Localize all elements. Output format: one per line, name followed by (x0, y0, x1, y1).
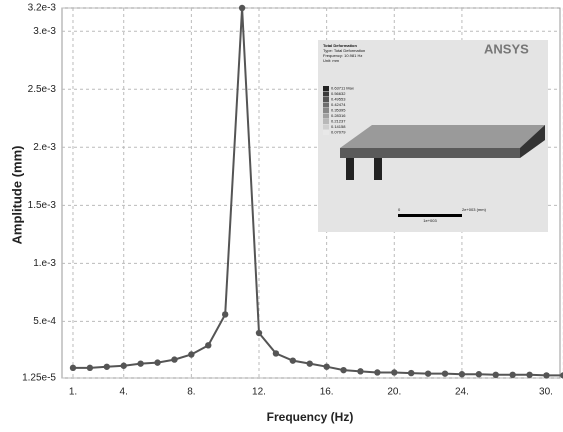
data-point (171, 356, 177, 362)
data-point (459, 371, 465, 377)
data-point (357, 368, 363, 374)
inset-legend-swatch (323, 92, 329, 97)
x-tick-label: 20. (387, 387, 401, 398)
data-point (425, 370, 431, 376)
inset-logo: ANSYS (484, 41, 529, 56)
x-tick-label: 8. (187, 387, 195, 398)
x-tick-label: 30. (539, 387, 553, 398)
data-point (493, 372, 499, 378)
data-point (307, 360, 313, 366)
inset-leg (374, 158, 382, 180)
y-tick-label: 2.e-3 (33, 142, 56, 153)
y-tick-label: 1.5e-3 (28, 200, 57, 211)
inset-legend-label: 0.21237 (331, 119, 346, 124)
data-point (121, 363, 127, 369)
data-point (340, 367, 346, 373)
inset-legend-label: 0.42474 (331, 102, 346, 107)
data-point (222, 311, 228, 317)
inset-beam-face (340, 148, 520, 158)
x-tick-label: 16. (320, 387, 334, 398)
inset-text: Unit: mm (323, 58, 340, 63)
y-tick-label: 1.e-3 (33, 258, 56, 269)
inset-legend-swatch (323, 103, 329, 108)
inset-scale-text: 2e+003 (mm) (462, 207, 487, 212)
inset-leg (346, 158, 354, 180)
y-axis-label: Amplitude (mm) (9, 146, 24, 245)
x-axis-label: Frequency (Hz) (267, 410, 354, 424)
inset-legend-swatch (323, 130, 329, 135)
y-tick-label: 3.e-3 (33, 26, 56, 37)
inset-scale-text: 1e+003 (423, 218, 437, 223)
data-point (290, 357, 296, 363)
inset-legend-label: 0.63711 Max (331, 86, 354, 91)
inset-legend-swatch (323, 86, 329, 91)
x-tick-label: 4. (120, 387, 128, 398)
data-point (442, 370, 448, 376)
data-point (374, 369, 380, 375)
data-point (476, 371, 482, 377)
x-tick-label: 1. (69, 387, 77, 398)
inset-image: ANSYS Total Deformation Type: Total Defo… (318, 40, 548, 232)
data-point (137, 360, 143, 366)
data-point (188, 351, 194, 357)
y-tick-label: 2.5e-3 (28, 84, 57, 95)
data-point (509, 372, 515, 378)
inset-legend-swatch (323, 108, 329, 113)
data-point (408, 370, 414, 376)
data-point (323, 363, 329, 369)
inset-scale-bar (398, 214, 462, 217)
inset-legend-label: 0.28316 (331, 113, 346, 118)
data-point (239, 5, 245, 11)
y-tick-label: 3.2e-3 (28, 3, 57, 14)
data-point (70, 365, 76, 371)
y-tick-label: 1.25e-5 (22, 373, 56, 384)
x-tick-label: 24. (455, 387, 469, 398)
data-point (87, 365, 93, 371)
data-point (205, 342, 211, 348)
data-point (256, 330, 262, 336)
data-point (154, 359, 160, 365)
inset-legend-label: 0.07079 (331, 130, 346, 135)
inset-legend-swatch (323, 119, 329, 124)
inset-legend-swatch (323, 114, 329, 119)
inset-legend-swatch (323, 97, 329, 102)
inset-legend-label: 0.49553 (331, 97, 346, 102)
inset-legend-swatch (323, 125, 329, 130)
data-point (273, 350, 279, 356)
data-point (543, 372, 549, 378)
inset-legend-label: 0.56632 (331, 91, 346, 96)
inset-legend-label: 0.35395 (331, 108, 346, 113)
y-tick-label: 5.e-4 (33, 316, 56, 327)
data-point (391, 369, 397, 375)
data-point (104, 364, 110, 370)
inset-legend-label: 0.14158 (331, 124, 346, 129)
chart: Amplitude (mm) Frequency (Hz) ANSYS Tota… (0, 0, 563, 427)
data-point (526, 372, 532, 378)
x-tick-label: 12. (252, 387, 266, 398)
